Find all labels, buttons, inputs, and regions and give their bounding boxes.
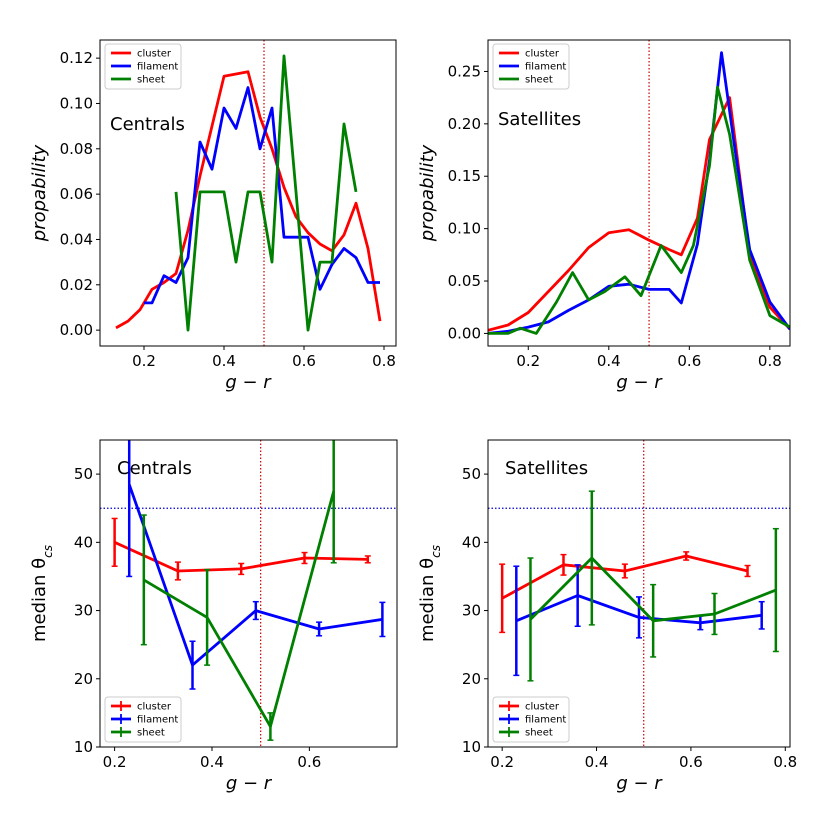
panel-title: Satellites <box>498 109 581 130</box>
y-tick-label: 0.12 <box>60 49 93 67</box>
filament-line <box>127 483 383 667</box>
legend: cluster filament sheet <box>492 696 570 743</box>
sheet-line <box>488 85 790 335</box>
x-tick-label: 0.2 <box>516 352 540 370</box>
y-axis-label: propability <box>29 144 50 242</box>
x-axis-label: g − r <box>616 773 663 794</box>
y-tick-label: 0.25 <box>448 62 481 80</box>
x-tick-label: 0.8 <box>758 352 782 370</box>
y-tick-label: 20 <box>74 670 93 688</box>
y-tick-label: 40 <box>462 533 481 551</box>
x-tick-label: 0.6 <box>679 753 703 771</box>
x-tick-label: 0.2 <box>132 352 156 370</box>
axes-frame <box>99 439 398 748</box>
y-tick-label: 40 <box>74 533 93 551</box>
x-tick-label: 0.6 <box>297 753 321 771</box>
sheet-line <box>529 556 777 623</box>
x-axis-label: g − r <box>616 372 663 393</box>
x-tick-label: 0.4 <box>212 352 236 370</box>
y-tick-label: 0.05 <box>448 272 481 290</box>
subplot-2: 0.2 0.4 0.6 0.8 0.00 0.05 0.10 0.15 0.20 0.25 g − … <box>417 39 791 393</box>
y-tick-label: 0.00 <box>448 324 481 342</box>
legend: cluster filament sheet <box>492 43 570 90</box>
x-tick-label: 0.6 <box>677 352 701 370</box>
y-tick-label: 20 <box>462 670 481 688</box>
y-tick-label: 0.04 <box>60 230 93 248</box>
x-axis-label: g − r <box>225 372 272 393</box>
cluster-legend-label: cluster <box>525 49 560 60</box>
x-axis-label: g − r <box>226 773 273 794</box>
cluster-legend-label: cluster <box>137 49 172 60</box>
series-group <box>111 440 386 741</box>
sheet-legend-label: sheet <box>137 728 165 739</box>
series-group <box>115 54 382 332</box>
legend: cluster filament sheet <box>104 696 182 743</box>
y-tick-label: 30 <box>74 602 93 620</box>
filament-legend-label: filament <box>525 715 566 726</box>
subplot-3: 0.2 0.4 0.6 10 20 30 40 50 g − r median θcs Centra… <box>29 439 398 794</box>
cluster-legend-label: cluster <box>525 702 560 713</box>
y-tick-label: 10 <box>462 738 481 756</box>
sheet-line <box>143 490 336 728</box>
filament-legend-label: filament <box>525 62 566 73</box>
x-tick-label: 0.8 <box>773 753 797 771</box>
subplot-4: 0.2 0.4 0.6 0.8 10 20 30 40 50 g − r median θcs Sat… <box>417 439 797 794</box>
y-tick-label: 50 <box>74 465 93 483</box>
y-tick-label: 0.02 <box>60 276 93 294</box>
axes-frame <box>487 439 791 748</box>
axes-frame <box>487 39 791 347</box>
y-tick-label: 10 <box>74 738 93 756</box>
subplot-1: 0.2 0.4 0.6 0.8 0.00 0.02 0.04 0.06 0.08 0.10 0.12… <box>29 39 397 393</box>
filament-line <box>515 594 762 625</box>
y-tick-label: 0.00 <box>60 321 93 339</box>
filament-line <box>488 51 790 335</box>
y-tick-label: 50 <box>462 465 481 483</box>
sheet-legend-label: sheet <box>525 728 553 739</box>
y-tick-label: 0.10 <box>60 94 93 112</box>
axes-frame <box>99 39 397 347</box>
y-axis-label: propability <box>417 144 438 242</box>
y-tick-label: 30 <box>462 602 481 620</box>
x-tick-label: 0.4 <box>597 352 621 370</box>
sheet-line <box>174 54 358 332</box>
y-axis-label: median θcs <box>417 545 443 642</box>
x-tick-label: 0.8 <box>372 352 396 370</box>
x-tick-label: 0.4 <box>200 753 224 771</box>
y-tick-label: 0.08 <box>60 140 93 158</box>
panel-title: Centrals <box>110 114 185 135</box>
sheet-legend-label: sheet <box>525 75 553 86</box>
panel-title: Satellites <box>505 458 588 479</box>
y-tick-label: 0.15 <box>448 167 481 185</box>
series-group <box>499 490 779 682</box>
x-tick-label: 0.2 <box>103 753 127 771</box>
filament-legend-label: filament <box>137 62 178 73</box>
sheet-legend-label: sheet <box>137 75 165 86</box>
x-tick-label: 0.6 <box>292 352 316 370</box>
x-tick-label: 0.4 <box>585 753 609 771</box>
series-group <box>488 51 790 335</box>
cluster-line <box>501 554 748 600</box>
y-tick-label: 0.06 <box>60 185 93 203</box>
panel-title: Centrals <box>117 458 192 479</box>
filament-legend-label: filament <box>137 715 178 726</box>
legend: cluster filament sheet <box>104 43 182 90</box>
filament-line <box>144 86 380 305</box>
cluster-legend-label: cluster <box>137 702 172 713</box>
y-tick-label: 0.20 <box>448 115 481 133</box>
x-tick-label: 0.2 <box>490 753 514 771</box>
y-axis-label: median θcs <box>29 545 55 642</box>
y-tick-label: 0.10 <box>448 220 481 238</box>
